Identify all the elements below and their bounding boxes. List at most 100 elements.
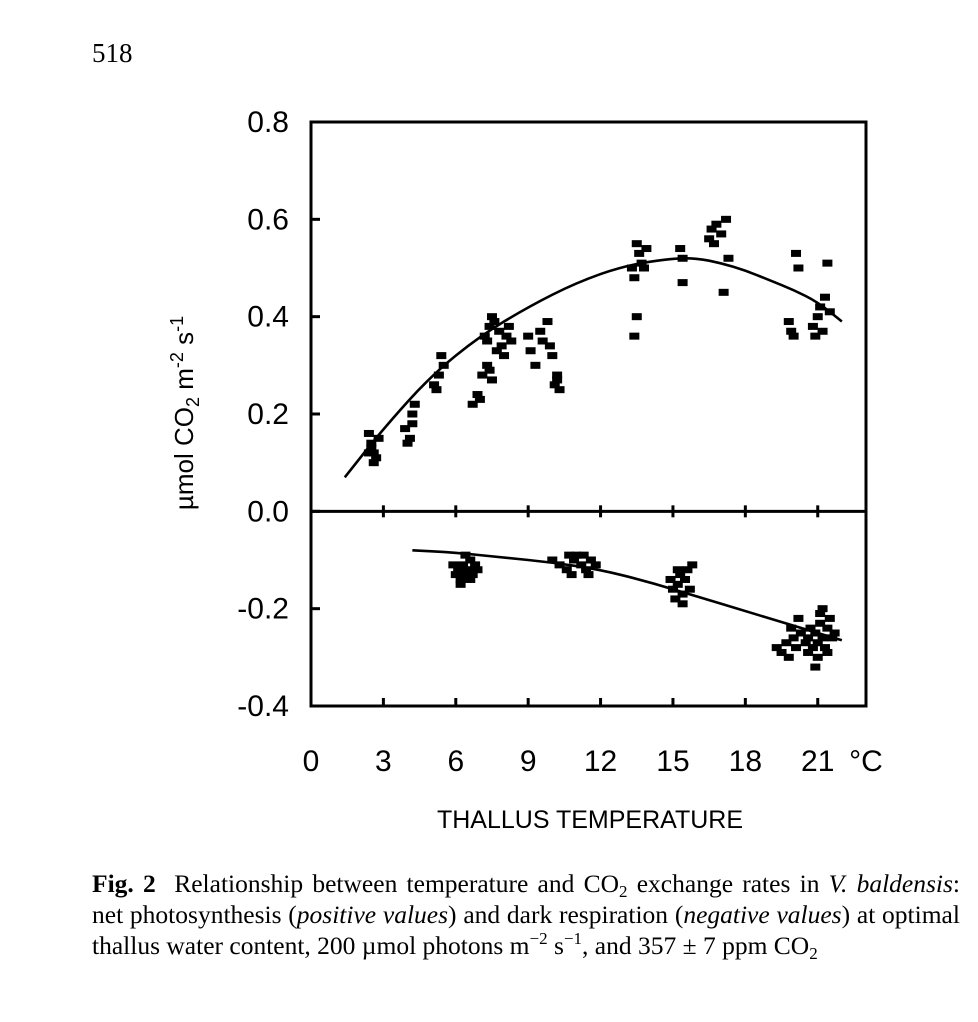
photosynthesis-point [368,459,379,467]
respiration-point [805,624,816,632]
photosynthesis-point [484,366,495,374]
photosynthesis-point [544,342,555,350]
respiration-point [687,561,698,569]
photosynthesis-fit-curve [343,256,843,479]
page-number: 518 [92,38,133,68]
data-points [363,215,840,671]
respiration-point [547,556,558,564]
caption-text-7: , and 357 ± 7 ppm CO [582,931,810,960]
photosynthesis-point [552,376,563,384]
photosynthesis-point [723,254,734,262]
photosynthesis-point [629,274,640,282]
x-axis-unit: °C [849,745,883,778]
respiration-point [460,551,471,559]
photosynthesis-point [523,332,534,340]
photosynthesis-point [407,420,418,428]
y-axis-ticks: -0.4 -0.2 0.0 0.2 0.4 0.6 0.8 [237,106,320,723]
fit-curves [343,256,843,642]
respiration-point [803,648,814,656]
respiration-point [462,566,473,574]
photosynthesis-point [822,259,833,267]
respiration-point [812,653,823,661]
respiration-point [807,644,818,652]
y-label-part-f: -1 [167,316,187,332]
photosynthesis-point [815,303,826,311]
photosynthesis-point [634,249,645,257]
photosynthesis-point [482,361,493,369]
photosynthesis-point [810,332,821,340]
caption-species: V. baldensis [828,869,953,898]
photosynthesis-point [812,313,823,321]
respiration-point [819,644,830,652]
respiration-point [810,663,821,671]
caption-label: Fig. 2 [92,869,156,898]
respiration-point [822,648,833,656]
respiration-point [803,634,814,642]
y-tick-label: 0.6 [247,203,289,236]
respiration-point [810,629,821,637]
y-label-part-c: m [169,368,199,397]
y-label-part-e: s [169,332,199,352]
x-tick-label: 6 [447,745,464,778]
respiration-point [786,624,797,632]
photosynthesis-point [708,240,719,248]
photosynthesis-point [506,337,517,345]
x-tick-label: 0 [303,745,320,778]
respiration-point [455,580,466,588]
photosynthesis-point [429,381,440,389]
caption-sub-1: 2 [619,882,628,901]
y-label-part-b: 2 [183,397,203,407]
photosynthesis-point [363,429,374,437]
photosynthesis-point [530,361,541,369]
photosynthesis-point [499,352,510,360]
photosynthesis-point [535,327,546,335]
caption-text-5: ) at optimal thallus water content, 200 … [92,900,960,960]
respiration-point [581,566,592,574]
caption-sub-2: 2 [809,944,818,963]
respiration-point [665,575,676,583]
photosynthesis-point [474,395,485,403]
respiration-point [465,575,476,583]
photosynthesis-point [706,225,717,233]
photosynthesis-point [631,313,642,321]
photosynthesis-point [716,230,727,238]
photosynthesis-point [363,449,374,457]
photosynthesis-point [819,293,830,301]
x-axis-ticks: 0 3 6 9 12 15 18 21 [303,505,834,778]
photosynthesis-point [477,371,488,379]
respiration-point [800,639,811,647]
respiration-point [672,580,683,588]
respiration-point [824,614,835,622]
photosynthesis-point [677,279,688,287]
x-tick-label: 21 [801,745,834,778]
photosynthesis-point [371,454,382,462]
respiration-point [771,644,782,652]
respiration-point [677,590,688,598]
photosynthesis-point [479,332,490,340]
y-tick-label: 0.2 [247,398,289,431]
caption-italic-1: positive values [296,900,449,929]
photosynthesis-point [503,322,514,330]
caption-text-3: : net photosynthesis ( [92,869,960,929]
photosynthesis-point [824,308,835,316]
photosynthesis-point [537,337,548,345]
figure-caption: Fig. 2 Relationship between temperature … [92,868,960,963]
photosynthesis-point [817,327,828,335]
respiration-point [776,648,787,656]
photosynthesis-point [718,288,729,296]
photosynthesis-point [402,439,413,447]
photosynthesis-point [786,327,797,335]
respiration-point [448,561,459,569]
caption-sup-1: −2 [529,929,548,948]
respiration-point [467,571,478,579]
x-tick-label: 9 [520,745,537,778]
x-axis-label: THALLUS TEMPERATURE [437,806,743,834]
x-tick-label: 12 [584,745,617,778]
respiration-point [460,571,471,579]
photosynthesis-point [788,332,799,340]
respiration-point [569,556,580,564]
respiration-point [667,585,678,593]
respiration-point [590,561,601,569]
photosynthesis-point [807,322,818,330]
respiration-point [815,610,826,618]
